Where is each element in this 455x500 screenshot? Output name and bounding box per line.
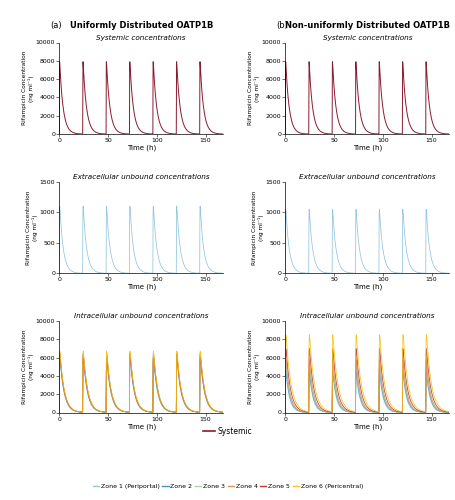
Y-axis label: Rifampicin Concentration
(ng ml⁻¹): Rifampicin Concentration (ng ml⁻¹): [252, 190, 264, 264]
X-axis label: Time (h): Time (h): [352, 284, 381, 290]
Title: Systemic concentrations: Systemic concentrations: [96, 34, 186, 40]
Text: (a): (a): [50, 21, 61, 30]
Y-axis label: Rifampicin Concentration
(ng ml⁻¹): Rifampicin Concentration (ng ml⁻¹): [248, 51, 260, 126]
Y-axis label: Rifampicin Concentration
(ng ml⁻¹): Rifampicin Concentration (ng ml⁻¹): [248, 330, 260, 404]
Legend: Systemic: Systemic: [200, 424, 255, 438]
Text: Non-uniformly Distributed OATP1B: Non-uniformly Distributed OATP1B: [284, 21, 449, 30]
Y-axis label: Rifampicin Concentration
(ng ml⁻¹): Rifampicin Concentration (ng ml⁻¹): [22, 51, 34, 126]
Title: Intracellular unbound concentrations: Intracellular unbound concentrations: [74, 313, 208, 319]
X-axis label: Time (h): Time (h): [126, 144, 156, 151]
X-axis label: Time (h): Time (h): [126, 284, 156, 290]
Title: Intracellular unbound concentrations: Intracellular unbound concentrations: [299, 313, 434, 319]
Y-axis label: Rifampicin Concentration
(ng ml⁻¹): Rifampicin Concentration (ng ml⁻¹): [22, 330, 34, 404]
X-axis label: Time (h): Time (h): [126, 423, 156, 430]
Y-axis label: Rifampicin Concentration
(ng ml⁻¹): Rifampicin Concentration (ng ml⁻¹): [26, 190, 38, 264]
Text: Uniformly Distributed OATP1B: Uniformly Distributed OATP1B: [69, 21, 212, 30]
Legend: Zone 1 (Periportal), Zone 2, Zone 3, Zone 4, Zone 5, Zone 6 (Pericentral): Zone 1 (Periportal), Zone 2, Zone 3, Zon…: [90, 482, 365, 492]
X-axis label: Time (h): Time (h): [352, 423, 381, 430]
Text: (b): (b): [276, 21, 288, 30]
Title: Extracellular unbound concentrations: Extracellular unbound concentrations: [298, 174, 435, 180]
Title: Systemic concentrations: Systemic concentrations: [322, 34, 411, 40]
X-axis label: Time (h): Time (h): [352, 144, 381, 151]
Title: Extracellular unbound concentrations: Extracellular unbound concentrations: [73, 174, 209, 180]
